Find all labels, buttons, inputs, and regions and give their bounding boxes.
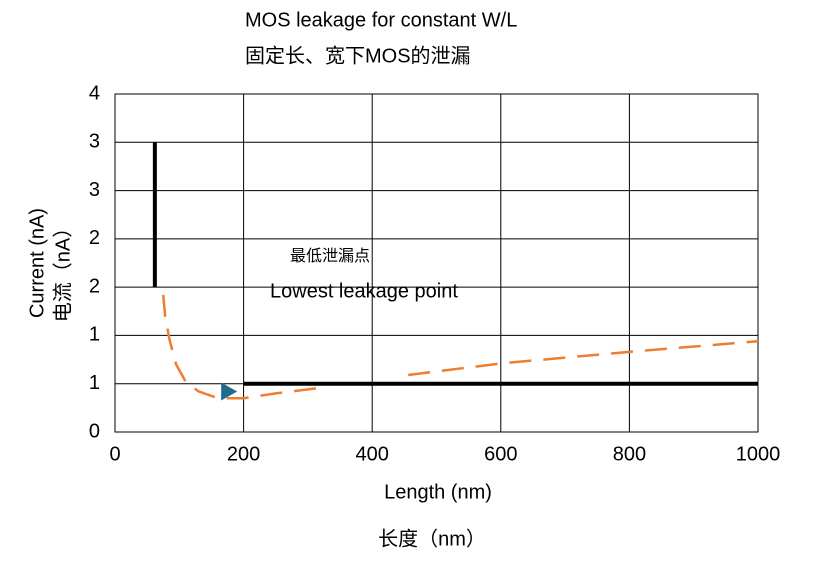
y-tick-label: 2 (89, 227, 100, 249)
y-axis-label-2: 电流（nA） (51, 218, 74, 322)
x-tick-label: 200 (227, 443, 260, 465)
chart-title: MOS leakage for constant W/L (245, 9, 517, 31)
x-tick-label: 0 (109, 443, 120, 465)
y-tick-label: 1 (89, 324, 100, 346)
y-tick-label: 0 (89, 420, 100, 442)
x-tick-label: 400 (356, 443, 389, 465)
y-axis-label: Current (nA) (26, 208, 48, 318)
x-axis-label: Length (nm) (384, 481, 492, 503)
annotation: 最低泄漏点 (290, 247, 370, 265)
x-tick-label: 800 (613, 443, 646, 465)
plot-area (114, 93, 759, 433)
chart-subtitle: 固定长、宽下MOS的泄漏 (245, 44, 471, 67)
data-line (161, 294, 759, 400)
y-tick-label: 2 (89, 275, 100, 297)
x-tick-label: 1000 (736, 443, 781, 465)
x-tick-label: 600 (484, 443, 517, 465)
annotation: Lowest leakage point (270, 280, 458, 302)
y-tick-label: 1 (89, 372, 100, 394)
marker (221, 382, 238, 401)
y-tick-label: 3 (89, 131, 100, 153)
y-tick-label: 3 (89, 179, 100, 201)
y-tick-label: 4 (89, 82, 100, 104)
x-axis-label-2: 长度（nm） (378, 527, 486, 550)
